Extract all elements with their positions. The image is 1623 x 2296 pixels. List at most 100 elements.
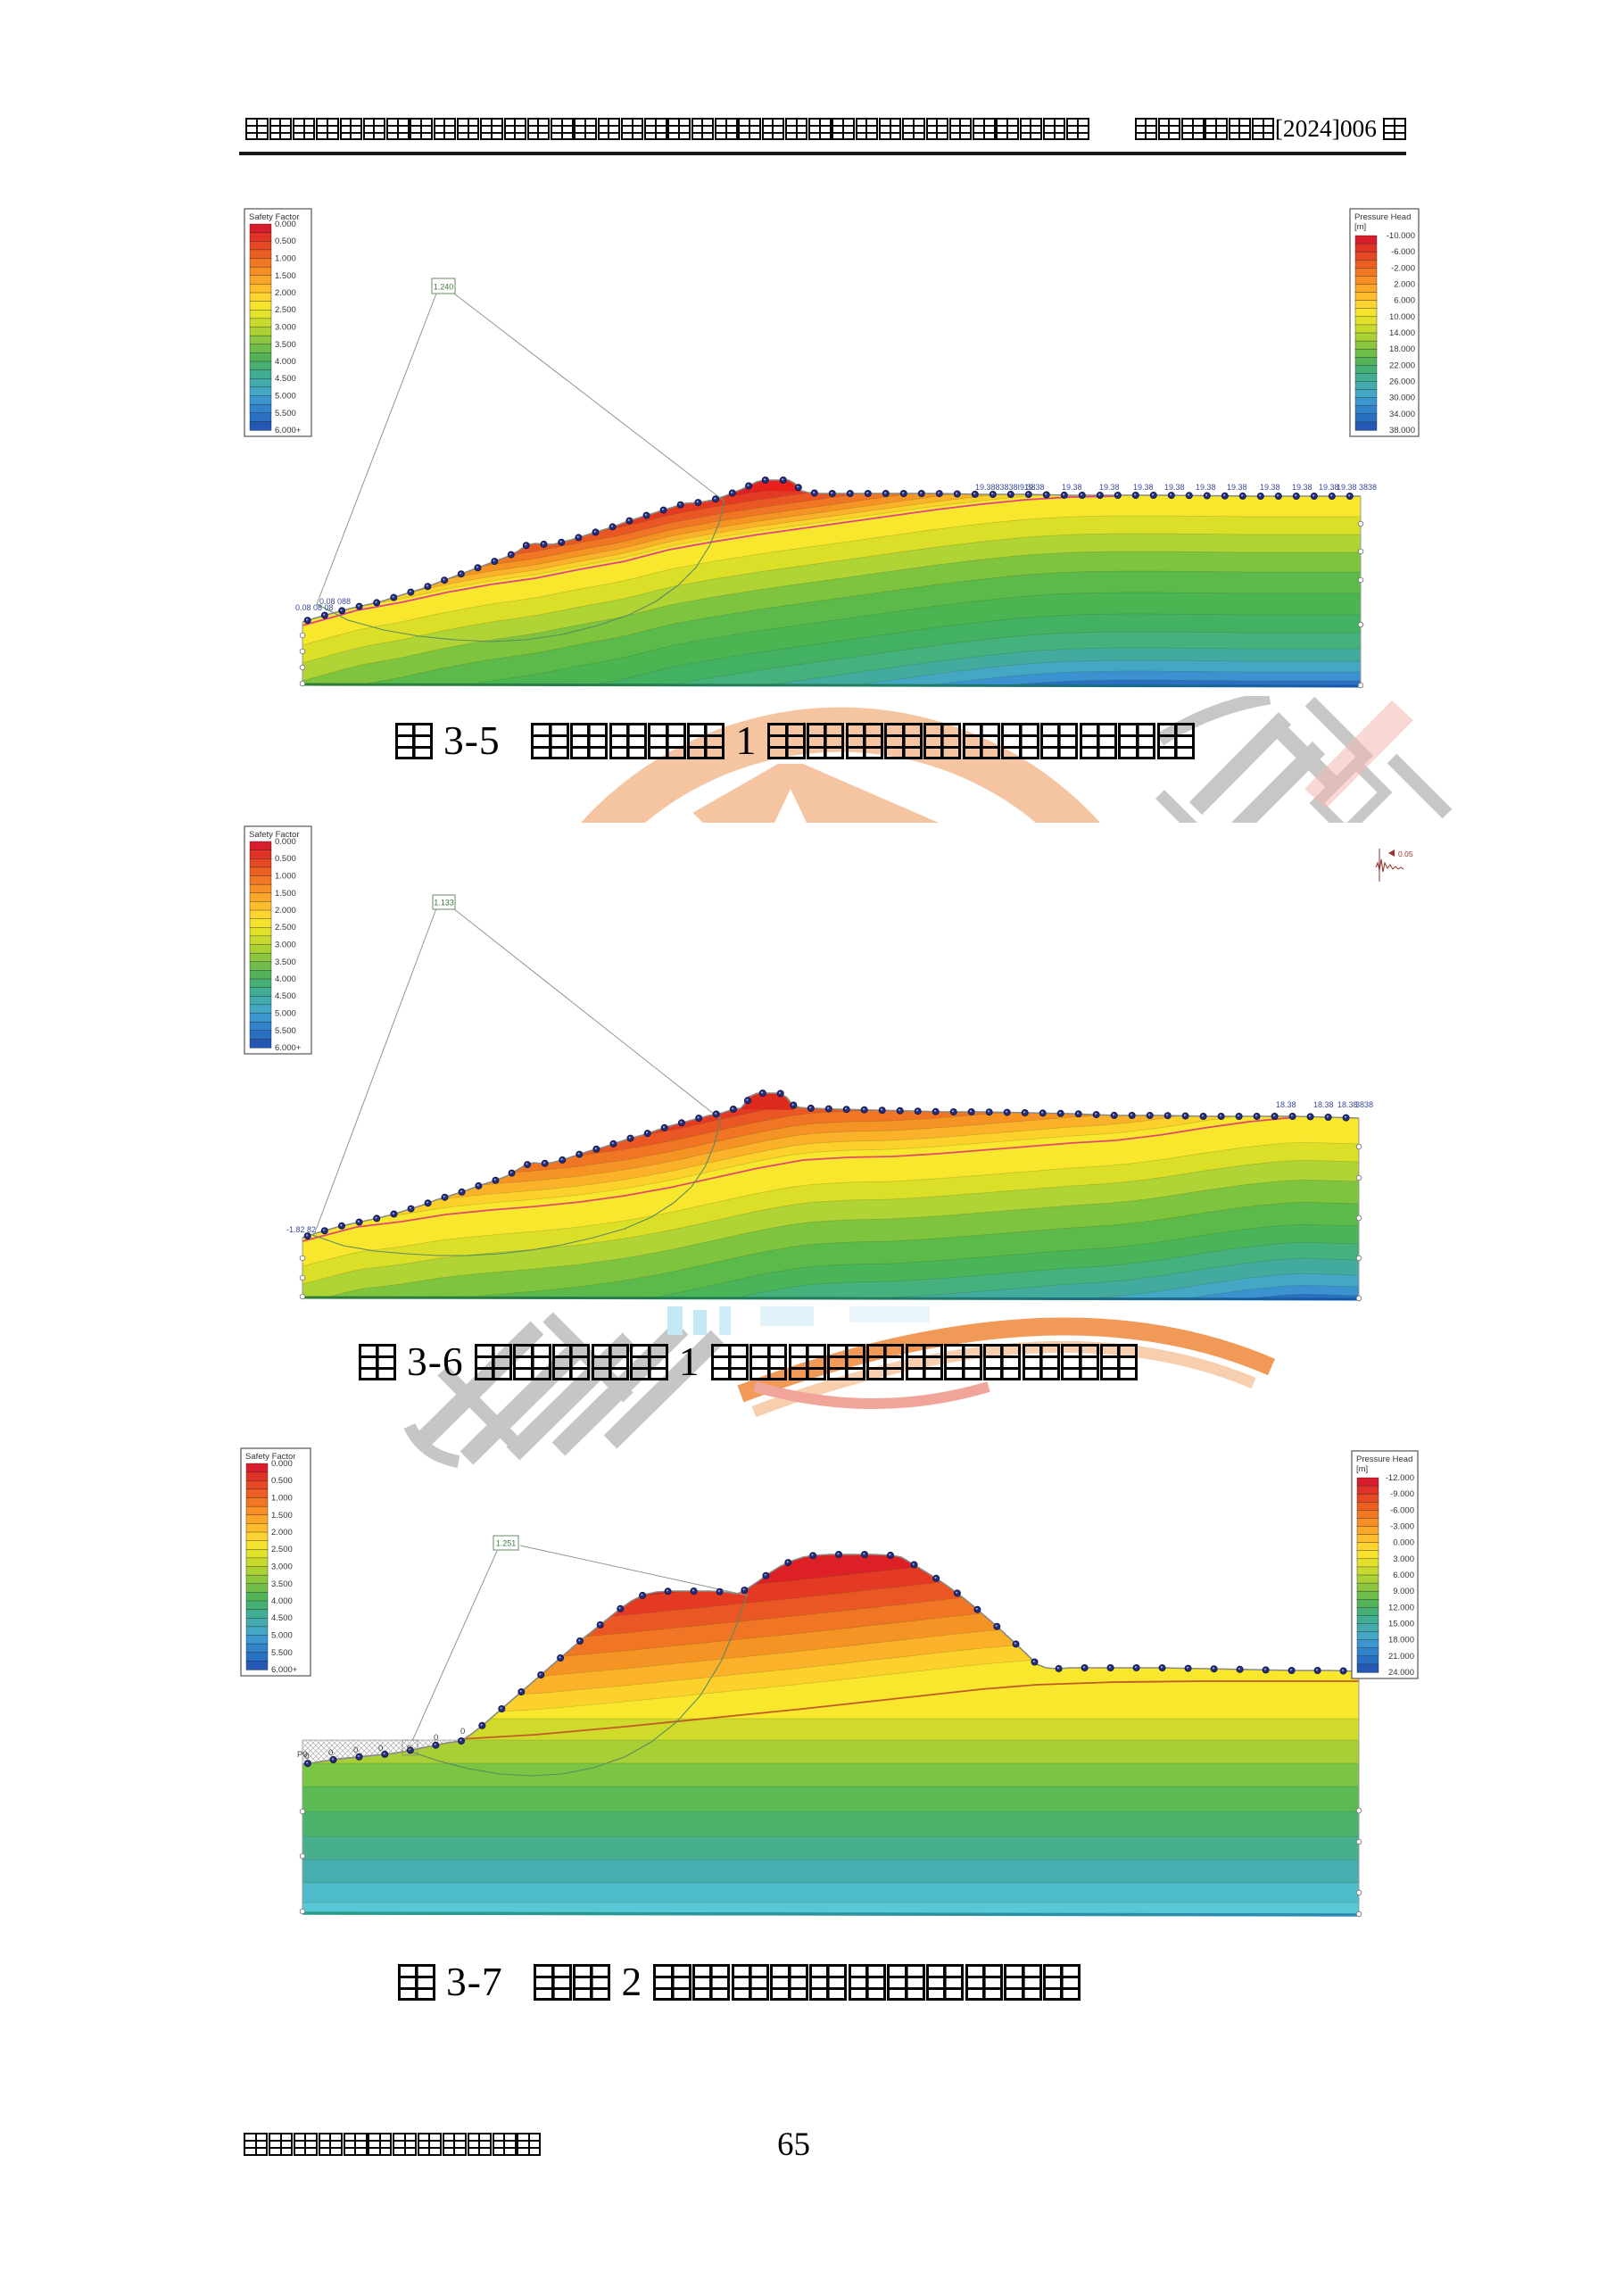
svg-text:5.000: 5.000 xyxy=(275,1009,296,1019)
svg-text:4.000: 4.000 xyxy=(271,1596,293,1606)
svg-text:18.38: 18.38 xyxy=(1337,1100,1358,1109)
svg-text:1.500: 1.500 xyxy=(275,271,296,281)
svg-text:2.000: 2.000 xyxy=(275,906,296,916)
svg-text:2.500: 2.500 xyxy=(275,305,296,315)
svg-text:10.000: 10.000 xyxy=(1389,312,1415,322)
svg-text:Pressure Head: Pressure Head xyxy=(1354,212,1411,222)
svg-text:15.000: 15.000 xyxy=(1388,1620,1414,1629)
svg-text:12.000: 12.000 xyxy=(1388,1603,1414,1612)
svg-text:0: 0 xyxy=(378,1744,383,1753)
svg-text:5.500: 5.500 xyxy=(275,1026,296,1036)
svg-text:5.000: 5.000 xyxy=(271,1631,293,1641)
svg-text:0.000: 0.000 xyxy=(275,220,296,229)
svg-text:6.000: 6.000 xyxy=(1393,1571,1414,1580)
svg-text:34.000: 34.000 xyxy=(1389,410,1415,419)
svg-text:0.000: 0.000 xyxy=(271,1459,293,1469)
svg-text:1.000: 1.000 xyxy=(275,872,296,882)
svg-text:1.133: 1.133 xyxy=(434,899,454,908)
svg-text:1.000: 1.000 xyxy=(275,254,296,264)
svg-text:1.251: 1.251 xyxy=(496,1539,517,1548)
svg-text:2.000: 2.000 xyxy=(271,1528,293,1538)
svg-text:3.000: 3.000 xyxy=(271,1562,293,1572)
svg-text:2.000: 2.000 xyxy=(275,288,296,298)
svg-text:21.000: 21.000 xyxy=(1388,1652,1414,1662)
svg-text:-1.82 82: -1.82 82 xyxy=(286,1225,316,1234)
svg-text:19.38: 19.38 xyxy=(1164,483,1185,492)
svg-text:4.000: 4.000 xyxy=(275,974,296,984)
svg-text:5.000: 5.000 xyxy=(275,392,296,402)
svg-text:-10.000: -10.000 xyxy=(1387,231,1415,241)
svg-text:19.38: 19.38 xyxy=(1099,483,1120,492)
svg-text:19.38: 19.38 xyxy=(1133,483,1154,492)
svg-text:-9.000: -9.000 xyxy=(1390,1489,1414,1499)
svg-text:0.000: 0.000 xyxy=(275,837,296,847)
svg-text:4.500: 4.500 xyxy=(271,1613,293,1623)
svg-text:3.000: 3.000 xyxy=(1393,1554,1414,1564)
svg-text:5.500: 5.500 xyxy=(275,409,296,419)
svg-text:3.000: 3.000 xyxy=(275,941,296,950)
svg-text:6.000+: 6.000+ xyxy=(275,1043,302,1053)
svg-text:6.000: 6.000 xyxy=(1394,296,1415,306)
svg-text:18.38: 18.38 xyxy=(1313,1100,1334,1109)
svg-text:0: 0 xyxy=(407,1744,411,1753)
svg-text:2.000: 2.000 xyxy=(1394,280,1415,290)
svg-text:-6.000: -6.000 xyxy=(1391,247,1415,257)
svg-text:38.000: 38.000 xyxy=(1389,426,1415,435)
svg-text:0.08 08 08: 0.08 08 08 xyxy=(295,603,334,612)
svg-text:3.000: 3.000 xyxy=(275,323,296,333)
svg-text:3.500: 3.500 xyxy=(275,340,296,350)
svg-text:18.38: 18.38 xyxy=(1276,1100,1296,1109)
svg-text:0.05: 0.05 xyxy=(1398,850,1413,858)
svg-text:0.500: 0.500 xyxy=(275,854,296,864)
svg-text:-12.000: -12.000 xyxy=(1386,1473,1414,1483)
svg-text:2.500: 2.500 xyxy=(271,1545,293,1554)
svg-text:19.38: 19.38 xyxy=(1024,483,1045,492)
svg-text:4.500: 4.500 xyxy=(275,991,296,1001)
svg-text:19.38: 19.38 xyxy=(1227,483,1247,492)
svg-text:Pressure Head: Pressure Head xyxy=(1356,1455,1412,1464)
svg-text:1.000: 1.000 xyxy=(271,1494,293,1504)
svg-text:-6.000: -6.000 xyxy=(1390,1505,1414,1515)
svg-text:2.500: 2.500 xyxy=(275,923,296,932)
svg-text:4.000: 4.000 xyxy=(275,357,296,367)
svg-text:19.38: 19.38 xyxy=(1319,483,1339,492)
svg-text:[m]: [m] xyxy=(1354,222,1366,232)
svg-text:18.000: 18.000 xyxy=(1389,344,1415,354)
svg-text:[m]: [m] xyxy=(1356,1464,1368,1474)
svg-text:24.000: 24.000 xyxy=(1388,1668,1414,1678)
svg-text:3.500: 3.500 xyxy=(271,1579,293,1589)
svg-text:6.000+: 6.000+ xyxy=(271,1665,298,1675)
svg-text:19.38 3838: 19.38 3838 xyxy=(1337,483,1377,492)
svg-text:P0: P0 xyxy=(297,1750,308,1760)
svg-text:19.38: 19.38 xyxy=(1196,483,1216,492)
svg-text:22.000: 22.000 xyxy=(1389,361,1415,370)
svg-text:Safety Factor: Safety Factor xyxy=(245,1452,296,1462)
svg-text:19.3883838I9.38: 19.3883838I9.38 xyxy=(975,483,1036,492)
svg-text:0: 0 xyxy=(328,1748,333,1758)
svg-text:0: 0 xyxy=(460,1727,465,1737)
svg-text:1.240: 1.240 xyxy=(434,283,454,292)
svg-text:1.500: 1.500 xyxy=(275,889,296,899)
svg-text:3838: 3838 xyxy=(1355,1100,1373,1109)
svg-text:30.000: 30.000 xyxy=(1389,394,1415,403)
svg-text:0.000: 0.000 xyxy=(1393,1538,1414,1548)
svg-text:3.500: 3.500 xyxy=(275,957,296,967)
svg-text:0: 0 xyxy=(353,1745,358,1755)
svg-text:1.500: 1.500 xyxy=(271,1511,293,1521)
svg-text:19.38: 19.38 xyxy=(1292,483,1312,492)
svg-text:0.500: 0.500 xyxy=(275,236,296,246)
svg-text:14.000: 14.000 xyxy=(1389,328,1415,338)
svg-text:0.08 088: 0.08 088 xyxy=(319,597,351,606)
svg-text:6.000+: 6.000+ xyxy=(275,426,302,435)
svg-text:-2.000: -2.000 xyxy=(1391,263,1415,273)
svg-text:18.000: 18.000 xyxy=(1388,1636,1414,1645)
svg-text:19.38: 19.38 xyxy=(1062,483,1082,492)
svg-text:Safety Factor: Safety Factor xyxy=(249,212,300,222)
svg-text:9.000: 9.000 xyxy=(1393,1587,1414,1596)
svg-text:26.000: 26.000 xyxy=(1389,377,1415,387)
svg-text:0.500: 0.500 xyxy=(271,1476,293,1486)
svg-text:Safety Factor: Safety Factor xyxy=(249,830,300,840)
svg-text:0: 0 xyxy=(434,1733,438,1743)
svg-text:0: 0 xyxy=(304,1752,309,1761)
svg-text:5.500: 5.500 xyxy=(271,1648,293,1658)
